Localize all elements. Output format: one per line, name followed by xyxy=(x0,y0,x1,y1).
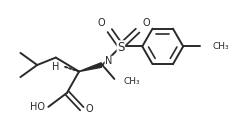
Text: O: O xyxy=(98,18,105,28)
Text: O: O xyxy=(142,18,150,28)
Text: N: N xyxy=(105,56,112,66)
Text: CH₃: CH₃ xyxy=(213,42,229,51)
Text: O: O xyxy=(86,104,93,114)
Polygon shape xyxy=(79,63,101,72)
Text: HO: HO xyxy=(30,102,45,112)
Text: H: H xyxy=(52,62,60,72)
Text: CH₃: CH₃ xyxy=(124,77,140,86)
Text: S: S xyxy=(117,41,125,54)
